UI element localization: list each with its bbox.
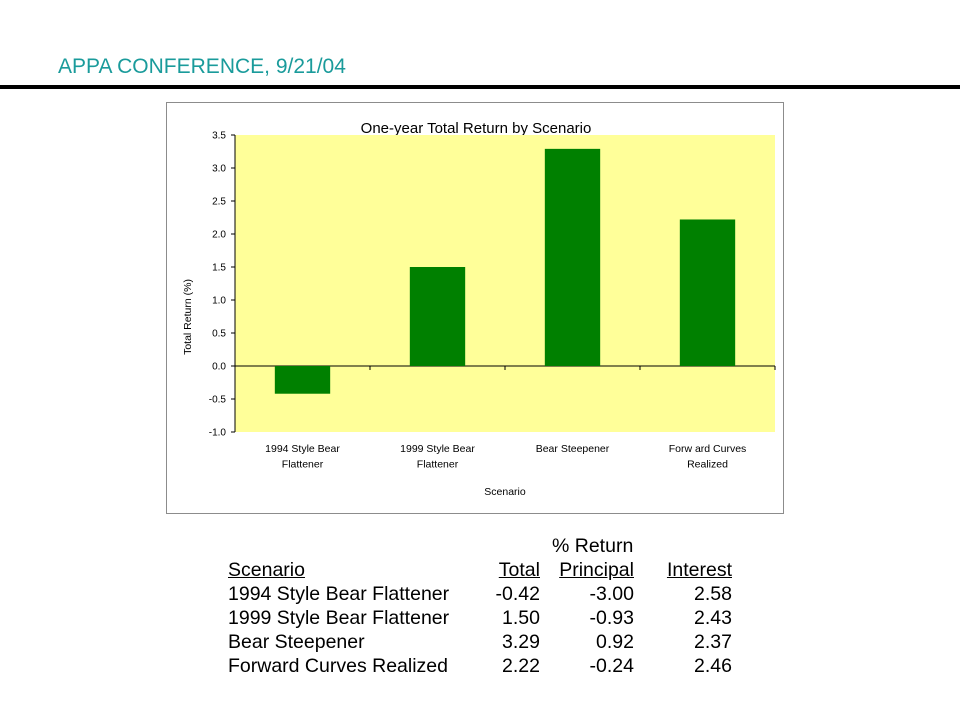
interest-cell: 2.58 — [694, 583, 732, 605]
bar — [409, 267, 466, 366]
interest-column-header: Interest — [666, 559, 732, 581]
bar — [274, 366, 331, 394]
total-cell: 1.50 — [502, 607, 540, 629]
chart-container: One-year Total Return by Scenario 3.5 3.0… — [166, 102, 784, 514]
principal-cell: -3.00 — [589, 583, 634, 605]
bar — [544, 148, 601, 366]
scenario-cell: 1999 Style Bear Flattener — [228, 607, 450, 629]
x-tick-label: Flattener — [282, 459, 324, 471]
scenario-cell: 1994 Style Bear Flattener — [228, 583, 450, 605]
x-tick-label: Forw ard Curves — [669, 443, 747, 455]
y-tick-label: 1.5 — [212, 263, 226, 274]
y-tick-label: 1.0 — [212, 296, 226, 307]
bar-chart: One-year Total Return by Scenario 3.5 3.0… — [182, 120, 776, 498]
bar — [679, 219, 736, 366]
total-cell: -0.42 — [495, 583, 540, 605]
percent-return-header: % Return — [552, 535, 634, 557]
interest-cell: 2.43 — [694, 607, 732, 629]
total-cell: 2.22 — [502, 655, 540, 677]
chart-title: One-year Total Return by Scenario — [361, 120, 592, 137]
slide-title: APPA CONFERENCE, 9/21/04 — [58, 55, 346, 78]
interest-cell: 2.46 — [694, 655, 732, 677]
total-cell: 3.29 — [502, 631, 540, 653]
y-tick-label: 3.5 — [212, 131, 226, 142]
principal-column-header: Principal — [559, 559, 634, 581]
y-tick-label: 0.0 — [212, 362, 226, 373]
principal-cell: 0.92 — [596, 631, 634, 653]
total-column-header: Total — [498, 559, 540, 581]
x-tick-label: Flattener — [417, 459, 459, 471]
principal-cell: -0.93 — [589, 607, 634, 629]
y-axis-label: Total Return (%) — [182, 279, 194, 355]
x-axis-label: Scenario — [484, 486, 526, 498]
y-tick-label: 2.5 — [212, 197, 226, 208]
x-tick-label: 1999 Style Bear — [400, 443, 475, 455]
y-tick-label: 0.5 — [212, 329, 226, 340]
x-tick-label: 1994 Style Bear — [265, 443, 340, 455]
interest-cell: 2.37 — [694, 631, 732, 653]
x-tick-label: Realized — [687, 459, 728, 471]
title-divider — [0, 85, 960, 89]
y-tick-label: 3.0 — [212, 164, 226, 175]
x-tick-label: Bear Steepener — [536, 443, 610, 455]
y-tick-label: -1.0 — [209, 428, 227, 439]
principal-cell: -0.24 — [589, 655, 634, 677]
scenario-cell: Forward Curves Realized — [228, 655, 448, 677]
y-tick-label: -0.5 — [209, 395, 227, 406]
scenario-cell: Bear Steepener — [228, 631, 365, 653]
y-tick-label: 2.0 — [212, 230, 226, 241]
scenario-column-header: Scenario — [228, 559, 305, 581]
